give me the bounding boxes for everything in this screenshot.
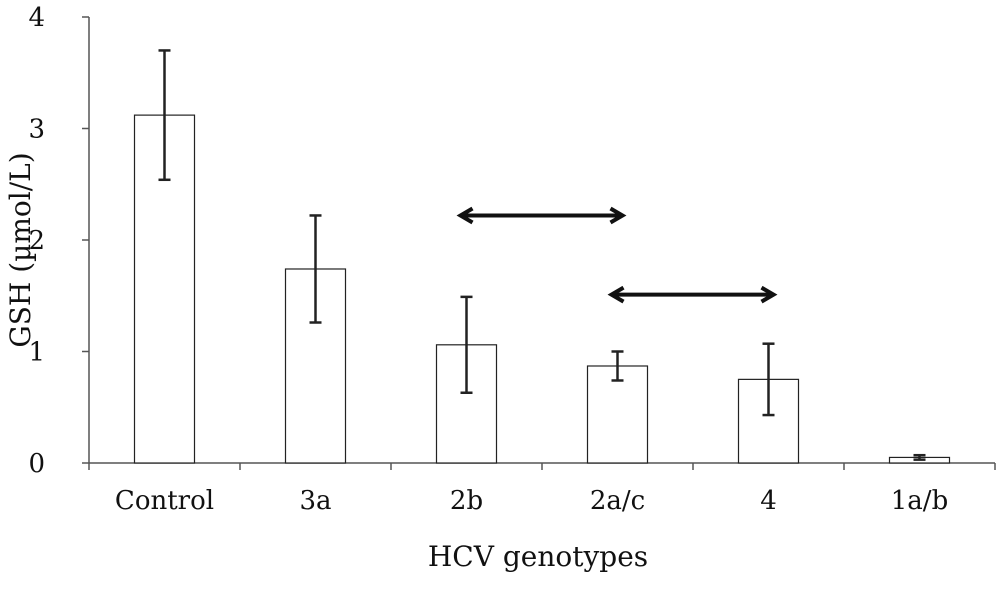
x-tick-label: 3a <box>299 486 331 516</box>
x-axis: Control 3a 2b 2a/c 4 1a/b <box>88 462 996 516</box>
bar <box>586 365 649 464</box>
y-tick-label: 1 <box>28 338 45 368</box>
y-axis-title: GSH (µmol/L) <box>4 152 37 347</box>
arrowhead-left <box>607 285 625 304</box>
y-axis: 0 1 2 3 4 <box>28 3 90 479</box>
arrowhead-left <box>456 206 474 225</box>
x-tick-label: 2a/c <box>590 486 645 516</box>
arrowhead-right <box>609 206 627 225</box>
error-bar <box>309 214 322 324</box>
error-bar <box>913 453 926 461</box>
y-tick-label: 3 <box>28 115 45 145</box>
x-tick-label: 1a/b <box>891 486 948 516</box>
error-bars <box>158 49 926 461</box>
double-arrow <box>456 206 627 225</box>
y-tick-label: 2 <box>28 226 45 256</box>
double-arrow <box>607 285 778 304</box>
x-tick-label: 2b <box>450 486 483 516</box>
x-tick-label: 4 <box>760 486 777 516</box>
arrowhead-right <box>760 285 778 304</box>
error-bar <box>460 295 473 395</box>
x-axis-title: HCV genotypes <box>428 540 648 573</box>
bar <box>737 378 800 464</box>
x-tick-label: Control <box>115 486 214 516</box>
y-tick-label: 4 <box>28 3 45 33</box>
error-bar <box>158 49 171 182</box>
annotations <box>456 206 778 304</box>
bars <box>133 114 951 464</box>
error-bar <box>762 342 775 417</box>
error-bar <box>611 350 624 382</box>
y-tick-label: 0 <box>28 449 45 479</box>
